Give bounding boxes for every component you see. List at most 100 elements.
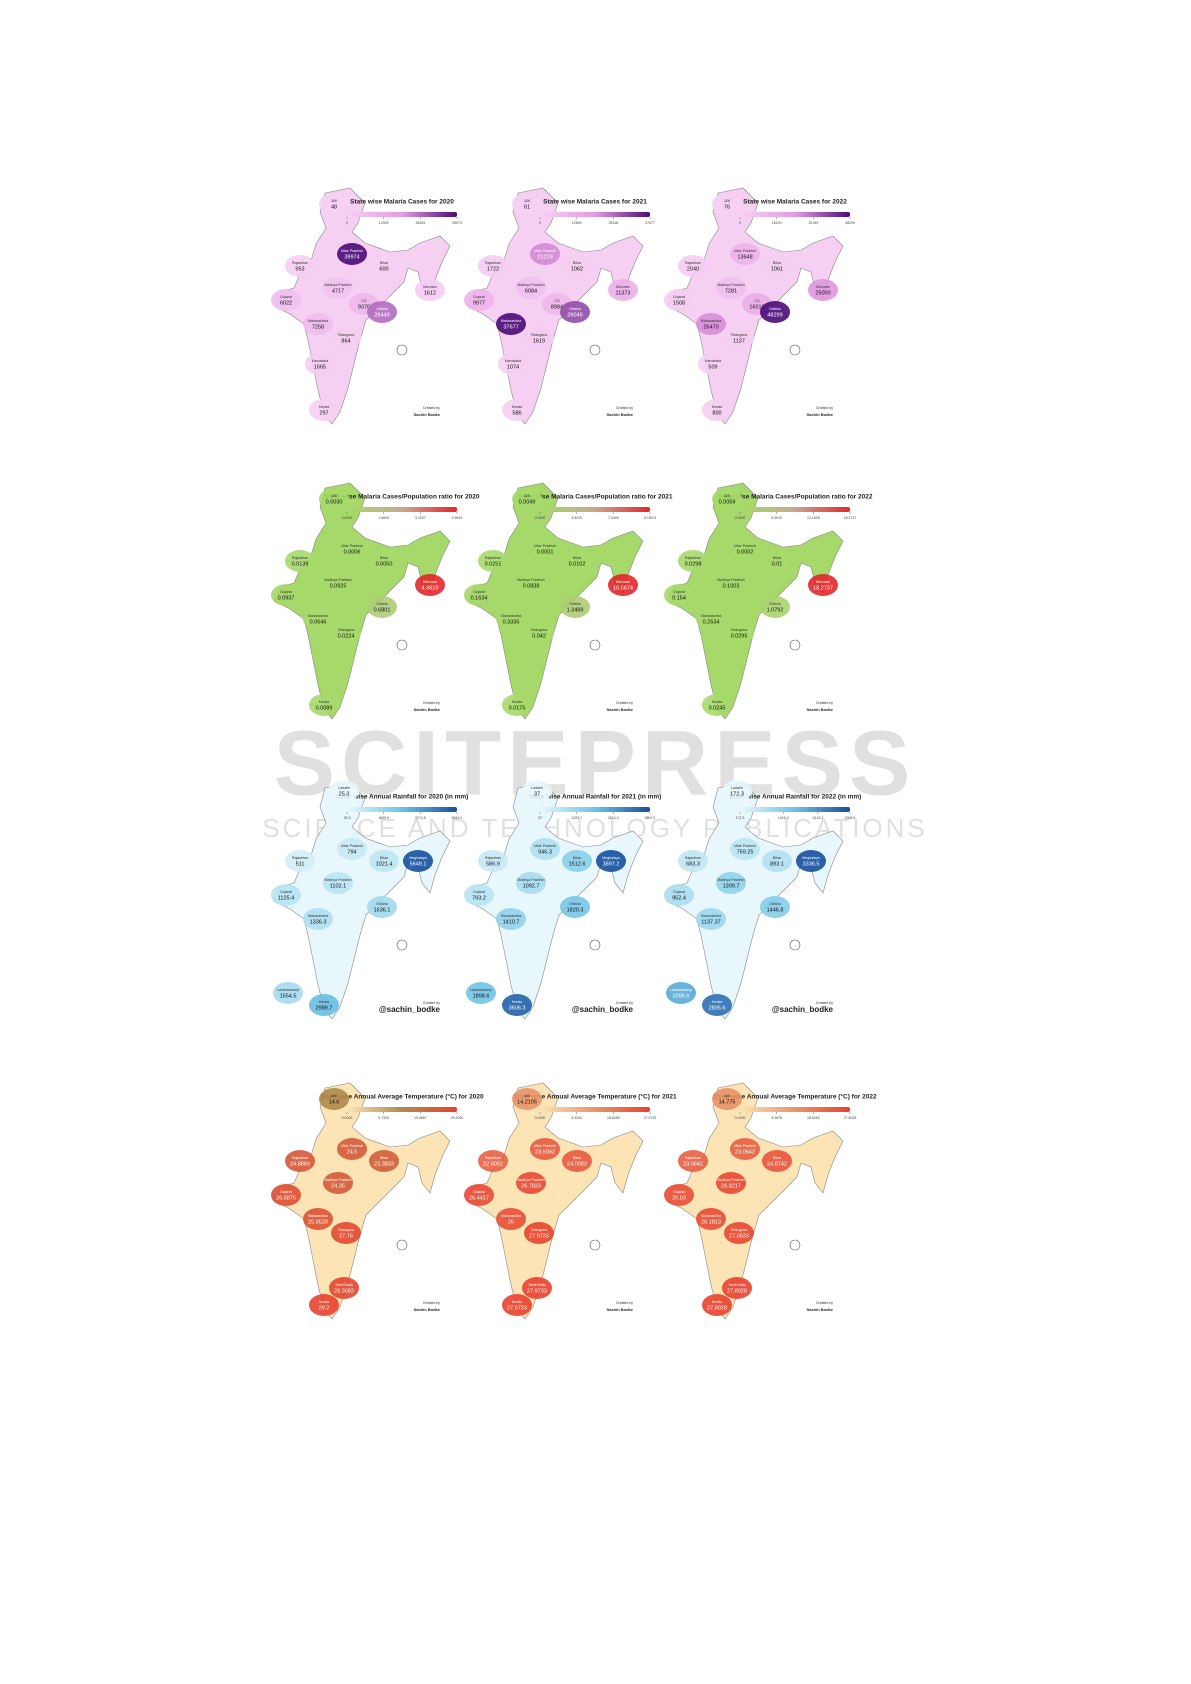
state-value: 27.9733 bbox=[507, 1305, 527, 1311]
legend-tick-label: 5649.1 bbox=[452, 816, 463, 820]
legend-tick-label: 3774.5 bbox=[415, 816, 426, 820]
state-name: Bihar bbox=[573, 1156, 582, 1160]
state-region bbox=[522, 1277, 552, 1299]
map-title: State wise Annual Rainfall for 2022 (in … bbox=[729, 794, 862, 801]
state-value: 0.0089 bbox=[316, 705, 333, 711]
legend-tick-label: 0.0000 bbox=[735, 1116, 746, 1120]
state-region bbox=[337, 243, 367, 265]
map-panel: State wise Malaria Cases/Population rati… bbox=[664, 482, 873, 720]
state-name: Maharashtra bbox=[701, 319, 721, 323]
state-value: 39974 bbox=[344, 254, 359, 260]
state-region bbox=[303, 908, 333, 930]
state-name: Kerala bbox=[512, 405, 522, 409]
state-region bbox=[702, 994, 732, 1016]
legend-tick-label: 0 bbox=[739, 221, 741, 225]
state-name: Madhya Pradesh bbox=[324, 578, 351, 582]
state-value: 1062 bbox=[571, 266, 583, 272]
state-region bbox=[722, 1277, 752, 1299]
state-name: Karnataka bbox=[312, 359, 328, 363]
state-value: 1.0792 bbox=[767, 607, 784, 613]
state-name: J&K bbox=[524, 1094, 531, 1098]
credit-label: Created by bbox=[816, 701, 833, 705]
compass bbox=[396, 939, 408, 951]
state-name: Uttar Pradesh bbox=[534, 1144, 556, 1148]
legend-bar bbox=[347, 212, 457, 217]
state-name: Gujarat bbox=[473, 590, 485, 594]
state-region bbox=[478, 255, 508, 277]
legend-tick-label: 0.0000 bbox=[535, 1116, 546, 1120]
state-name: Kerala bbox=[712, 405, 722, 409]
state-value: 6084 bbox=[525, 288, 537, 294]
map-panel: State wise Malaria Cases for 2020 0 13325 2… bbox=[271, 187, 462, 425]
state-region bbox=[698, 353, 728, 375]
state-name: Uttar Pradesh bbox=[534, 844, 556, 848]
state-name: Odisha bbox=[376, 902, 387, 906]
map-title: State wise Annual Rainfall for 2021 (in … bbox=[529, 794, 662, 801]
state-region bbox=[319, 1088, 349, 1110]
state-region bbox=[730, 243, 760, 265]
legend-bar bbox=[740, 1107, 850, 1112]
state-value: 1665 bbox=[314, 364, 326, 370]
state-name: Maharashtra bbox=[308, 614, 328, 618]
state-name: Kerala bbox=[712, 700, 722, 704]
compass bbox=[396, 344, 408, 356]
state-region bbox=[319, 193, 349, 215]
state-name: Uttar Pradesh bbox=[734, 544, 756, 548]
state-value: 0.0245 bbox=[709, 705, 726, 711]
state-region bbox=[730, 1138, 760, 1160]
legend-tick-label: 3.3207 bbox=[415, 516, 426, 520]
watermark-title: SCITEPRESS bbox=[274, 712, 917, 814]
state-value: 1021.4 bbox=[376, 861, 393, 867]
state-region bbox=[678, 1150, 708, 1172]
state-region bbox=[716, 572, 746, 594]
state-name: Lakshadweep bbox=[470, 988, 492, 992]
state-value: 24.0083 bbox=[567, 1161, 587, 1167]
state-name: Uttar Pradesh bbox=[341, 544, 363, 548]
legend-tick-label: 9.7333 bbox=[378, 1116, 389, 1120]
credit-name: Sachin Bodke bbox=[807, 707, 834, 712]
legend-bar bbox=[740, 507, 850, 512]
credit-label: Created by bbox=[616, 701, 633, 705]
state-value: 10.5674 bbox=[613, 585, 633, 591]
map-panel: State wise Malaria Cases/Population rati… bbox=[271, 482, 480, 720]
map-title: State wise Malaria Cases for 2020 bbox=[350, 199, 454, 206]
legend-tick-label: 37677 bbox=[645, 221, 655, 225]
state-value: 29.2 bbox=[319, 1305, 330, 1311]
state-value: 1554.5 bbox=[280, 993, 297, 999]
state-region bbox=[562, 850, 592, 872]
state-name: Karnataka bbox=[505, 359, 521, 363]
state-region bbox=[666, 982, 696, 1004]
state-name: Bihar bbox=[380, 261, 389, 265]
legend-tick-label: 18.2737 bbox=[844, 516, 857, 520]
legend-bar bbox=[347, 807, 457, 812]
state-region bbox=[367, 301, 397, 323]
state-region bbox=[496, 608, 526, 630]
state-region bbox=[323, 872, 353, 894]
state-value: 2989.7 bbox=[316, 1005, 333, 1011]
state-region bbox=[502, 1294, 532, 1316]
state-region bbox=[464, 884, 494, 906]
legend-bar bbox=[740, 212, 850, 217]
state-region bbox=[678, 255, 708, 277]
state-name: Odisha bbox=[769, 902, 780, 906]
state-value: 0.0646 bbox=[310, 619, 327, 625]
state-name: Telangana bbox=[338, 628, 355, 632]
state-value: 3606.3 bbox=[509, 1005, 526, 1011]
state-region bbox=[466, 982, 496, 1004]
legend-tick-label: 9.2676 bbox=[771, 1116, 782, 1120]
state-region bbox=[712, 488, 742, 510]
state-region bbox=[524, 1222, 554, 1244]
legend-tick-label: 13325 bbox=[379, 221, 389, 225]
state-region bbox=[369, 255, 399, 277]
legend-tick-label: 0.0000 bbox=[535, 516, 546, 520]
legend-bar bbox=[740, 807, 850, 812]
state-value: 61 bbox=[524, 204, 530, 210]
state-region bbox=[664, 584, 694, 606]
credit-name: Sachin Bodke bbox=[607, 707, 634, 712]
credit-name: Sachin Bodke bbox=[414, 707, 441, 712]
state-region bbox=[464, 584, 494, 606]
state-name: Kerala bbox=[319, 405, 329, 409]
state-region bbox=[762, 1150, 792, 1172]
state-region bbox=[608, 574, 638, 596]
state-name: Bihar bbox=[773, 856, 782, 860]
